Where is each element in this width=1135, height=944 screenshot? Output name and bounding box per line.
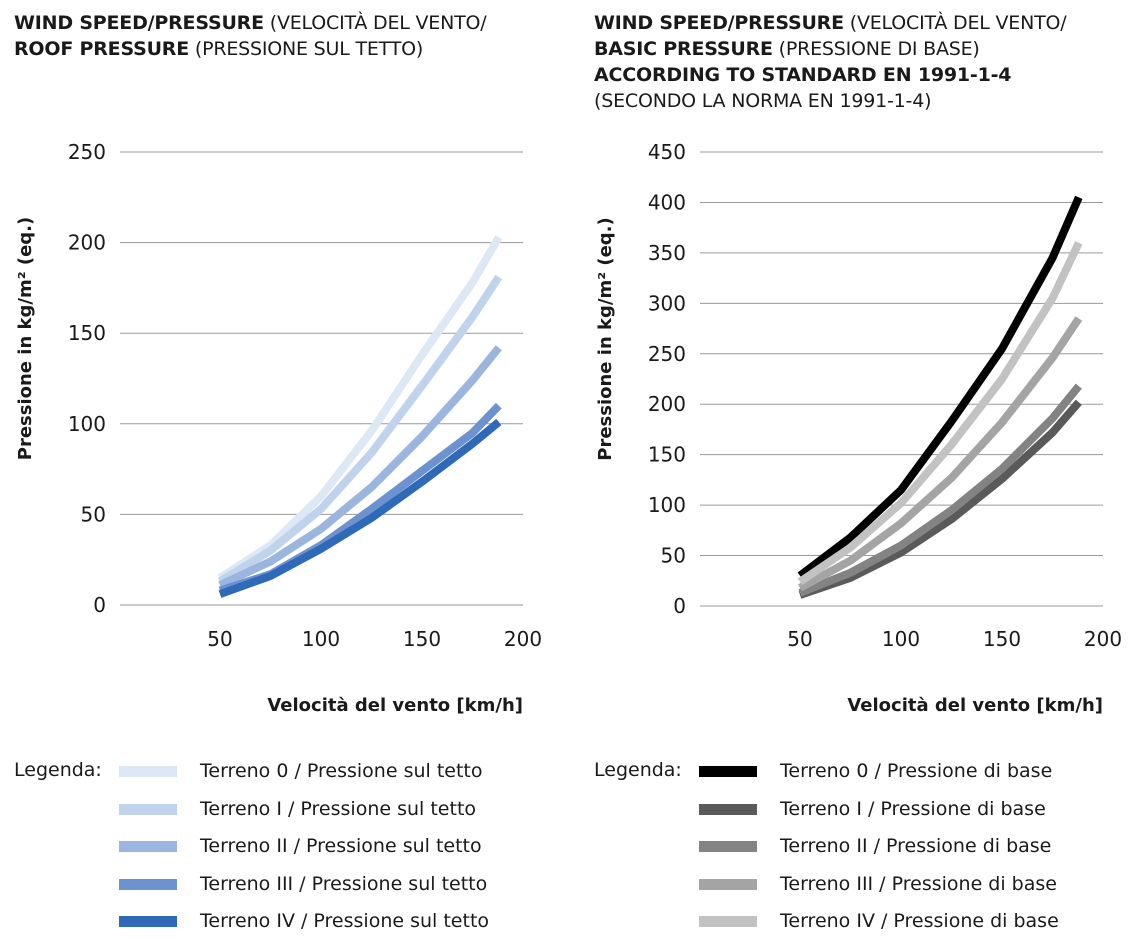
legend-swatch xyxy=(699,803,757,815)
title-normal-line-3: (SECONDO LA NORMA EN 1991-1-4) xyxy=(594,90,932,112)
y-tick-label: 50 xyxy=(81,502,106,526)
legend-swatch xyxy=(119,803,177,815)
x-tick-label: 200 xyxy=(504,627,542,651)
legend-swatch xyxy=(119,841,177,852)
x-tick-label: 100 xyxy=(882,627,920,651)
legend-swatch xyxy=(119,916,177,927)
x-tick-label: 50 xyxy=(207,627,232,651)
series-line-4 xyxy=(218,418,502,598)
y-tick-label: 200 xyxy=(68,231,106,255)
series-line-1 xyxy=(798,399,1082,599)
y-axis-label: Pressione in kg/m² (eq.) xyxy=(595,217,616,461)
legend-label: Terreno 0 / Pressione di base xyxy=(780,760,1053,782)
title-bold-line-3: ACCORDING TO STANDARD EN 1991-1-4 xyxy=(594,64,1012,86)
title-normal-line-2: (PRESSIONE SUL TETTO) xyxy=(194,38,424,60)
legend-label: Terreno I / Pressione di base xyxy=(780,797,1046,820)
legend-label: Terreno III / Pressione sul tetto xyxy=(200,872,488,895)
chart-title: WIND SPEED/PRESSURE (VELOCITÀ DEL VENTO/… xyxy=(14,10,487,62)
y-tick-label: 250 xyxy=(68,140,106,164)
legend-label: Terreno I / Pressione sul tetto xyxy=(200,797,477,820)
series-line-2 xyxy=(798,383,1082,597)
y-tick-label: 450 xyxy=(648,140,686,164)
series-line-0 xyxy=(797,195,1083,579)
x-tick-label: 100 xyxy=(302,627,340,651)
chart-panel-basic-pressure: WIND SPEED/PRESSURE (VELOCITÀ DEL VENTO/… xyxy=(580,0,1135,944)
title-normal-line-2: (PRESSIONE DI BASE) xyxy=(778,38,980,60)
chart-panel-roof-pressure: WIND SPEED/PRESSURE (VELOCITÀ DEL VENTO/… xyxy=(0,0,560,944)
legend-label: Terreno II / Pressione sul tetto xyxy=(200,835,482,857)
y-tick-label: 400 xyxy=(648,190,686,214)
line-chart-basic-pressure: 0 50 100 150 200 250 300 350 400 450 50 100 150 200 Ve… xyxy=(595,140,1122,716)
series-line-2 xyxy=(218,345,502,589)
y-tick-label: 0 xyxy=(93,593,106,617)
legend-title: Legenda: xyxy=(14,759,102,781)
y-axis-label: Pressione in kg/m² (eq.) xyxy=(15,217,36,461)
title-bold-line-1: WIND SPEED/PRESSURE xyxy=(14,12,264,34)
legend-label: Terreno IV / Pressione di base xyxy=(780,910,1059,932)
title-bold-line-1: WIND SPEED/PRESSURE xyxy=(594,12,844,34)
legend-label: Terreno 0 / Pressione sul tetto xyxy=(200,760,483,782)
y-tick-label: 350 xyxy=(648,241,686,265)
legend-label: Terreno II / Pressione di base xyxy=(780,835,1052,857)
y-tick-label: 250 xyxy=(648,342,686,366)
y-tick-label: 150 xyxy=(648,443,686,467)
y-tick-label: 200 xyxy=(648,392,686,416)
title-normal-line-1: (VELOCITÀ DEL VENTO/ xyxy=(849,12,1067,34)
y-tick-label: 0 xyxy=(673,594,686,618)
title-bold-line-2: ROOF PRESSURE xyxy=(14,38,190,60)
legend-swatch xyxy=(119,766,177,777)
line-chart-roof-pressure: 0 50 100 150 200 250 50 100 150 200 Velocità del v… xyxy=(15,140,542,716)
x-tick-label: 150 xyxy=(403,627,441,651)
x-tick-label: 200 xyxy=(1084,627,1122,651)
legend-swatch xyxy=(699,878,757,890)
y-tick-label: 300 xyxy=(648,291,686,315)
series-line-1 xyxy=(217,274,503,585)
legend-label: Terreno III / Pressione di base xyxy=(780,872,1057,895)
title-normal-line-1: (VELOCITÀ DEL VENTO/ xyxy=(269,12,487,34)
x-axis-label: Velocità del vento [km/h] xyxy=(847,695,1103,716)
y-tick-label: 100 xyxy=(68,412,106,436)
x-tick-label: 150 xyxy=(983,627,1021,651)
legend-title: Legenda: xyxy=(594,759,682,781)
legend-label: Terreno IV / Pressione sul tetto xyxy=(200,910,490,932)
legend-swatch xyxy=(699,766,757,777)
legend-swatch xyxy=(699,916,757,927)
x-tick-label: 50 xyxy=(787,627,812,651)
y-tick-label: 50 xyxy=(661,544,686,568)
x-axis-label: Velocità del vento [km/h] xyxy=(267,695,523,716)
legend-swatch xyxy=(119,878,177,890)
chart-title: WIND SPEED/PRESSURE (VELOCITÀ DEL VENTO/… xyxy=(594,10,1067,114)
y-tick-label: 150 xyxy=(68,321,106,345)
series-line-4 xyxy=(797,241,1083,586)
series-line-0 xyxy=(217,235,503,582)
legend-swatch xyxy=(699,841,757,852)
y-tick-label: 100 xyxy=(648,493,686,517)
title-bold-line-2: BASIC PRESSURE xyxy=(594,38,773,60)
series-line-3 xyxy=(798,316,1083,592)
